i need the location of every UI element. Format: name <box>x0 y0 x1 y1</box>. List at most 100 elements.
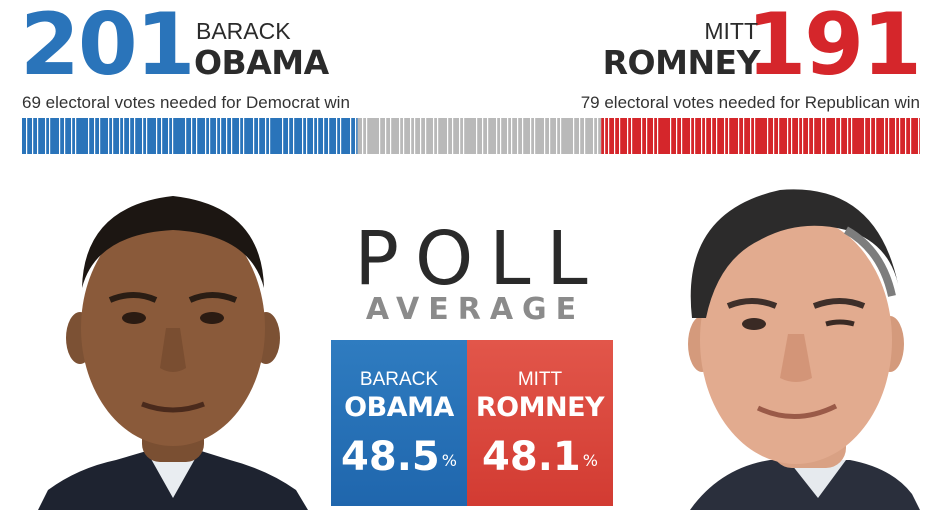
state-divider <box>534 118 536 154</box>
state-divider <box>99 118 101 154</box>
state-divider <box>216 118 218 154</box>
obama-first-name: BARACK <box>196 18 291 44</box>
state-divider <box>433 118 435 154</box>
romney-poll-value: 48.1 <box>482 434 581 480</box>
state-divider <box>459 118 461 154</box>
state-divider <box>738 118 740 154</box>
obama-portrait <box>38 168 308 510</box>
state-divider <box>496 118 498 154</box>
state-divider <box>604 118 606 154</box>
poll-title: POLL <box>354 216 604 302</box>
romney-last-name: ROMNEY <box>602 43 761 82</box>
state-divider <box>269 118 271 154</box>
state-divider <box>32 118 34 154</box>
state-divider <box>146 118 148 154</box>
state-divider <box>728 118 730 154</box>
state-divider <box>447 118 449 154</box>
state-divider <box>701 118 703 154</box>
state-divider <box>579 118 581 154</box>
state-divider <box>253 118 255 154</box>
obama-electoral-count: 201 <box>20 0 196 95</box>
state-divider <box>808 118 810 154</box>
romney-poll-unit: % <box>582 451 598 470</box>
state-divider <box>711 118 713 154</box>
state-divider <box>161 118 163 154</box>
state-divider <box>355 118 357 154</box>
state-divider <box>226 118 228 154</box>
state-divider <box>918 118 920 154</box>
state-divider <box>156 118 158 154</box>
state-divider <box>821 118 823 154</box>
state-divider <box>884 118 886 154</box>
state-divider <box>26 118 28 154</box>
state-divider <box>798 118 800 154</box>
state-divider <box>825 118 827 154</box>
obama-portrait-illustration <box>38 196 308 510</box>
state-divider <box>452 118 454 154</box>
state-divider <box>196 118 198 154</box>
state-divider <box>399 118 401 154</box>
state-divider <box>220 118 222 154</box>
state-divider <box>631 118 633 154</box>
state-divider <box>185 118 187 154</box>
state-divider <box>119 118 121 154</box>
state-divider <box>653 118 655 154</box>
state-divider <box>619 118 621 154</box>
romney-electoral-count: 191 <box>746 0 922 95</box>
state-divider <box>37 118 39 154</box>
state-divider <box>476 118 478 154</box>
state-divider <box>94 118 96 154</box>
state-divider <box>191 118 193 154</box>
poll-subtitle: AVERAGE <box>365 292 586 327</box>
state-divider <box>593 118 595 154</box>
state-divider <box>530 118 532 154</box>
state-divider <box>88 118 90 154</box>
state-divider <box>379 118 381 154</box>
state-divider <box>463 118 465 154</box>
state-divider <box>864 118 866 154</box>
state-divider <box>59 118 61 154</box>
state-divider <box>690 118 692 154</box>
state-divider <box>556 118 558 154</box>
state-divider <box>584 118 586 154</box>
state-divider <box>350 118 352 154</box>
state-divider <box>743 118 745 154</box>
state-divider <box>835 118 837 154</box>
state-divider <box>390 118 392 154</box>
state-divider <box>627 118 629 154</box>
state-divider <box>773 118 775 154</box>
obama-poll-unit: % <box>441 451 457 470</box>
romney-first-name: MITT <box>704 18 758 44</box>
state-divider <box>340 118 342 154</box>
romney-poll-percent: 48.1% <box>467 435 613 479</box>
state-divider <box>899 118 901 154</box>
state-divider <box>403 118 405 154</box>
obama-poll-last-name: OBAMA <box>344 392 454 423</box>
state-divider <box>258 118 260 154</box>
state-divider <box>437 118 439 154</box>
state-divider <box>414 118 416 154</box>
state-divider <box>560 118 562 154</box>
state-divider <box>336 118 338 154</box>
electoral-vote-bar <box>22 118 920 154</box>
state-divider <box>306 118 308 154</box>
obama-last-name: OBAMA <box>194 43 329 82</box>
state-divider <box>313 118 315 154</box>
state-divider <box>507 118 509 154</box>
state-divider <box>425 118 427 154</box>
state-divider <box>724 118 726 154</box>
obama-poll-first-name: BARACK <box>359 369 439 390</box>
state-divider <box>482 118 484 154</box>
state-divider <box>231 118 233 154</box>
state-divider <box>694 118 696 154</box>
state-divider <box>614 118 616 154</box>
romney-poll-box: MITT ROMNEY 48.1% <box>467 340 613 506</box>
romney-poll-first-name: MITT <box>517 369 563 390</box>
state-divider <box>511 118 513 154</box>
romney-portrait-illustration <box>688 189 920 510</box>
state-divider <box>112 118 114 154</box>
state-divider <box>410 118 412 154</box>
republican-votes-segment <box>601 118 920 154</box>
obama-poll-value: 48.5 <box>341 434 440 480</box>
state-divider <box>646 118 648 154</box>
